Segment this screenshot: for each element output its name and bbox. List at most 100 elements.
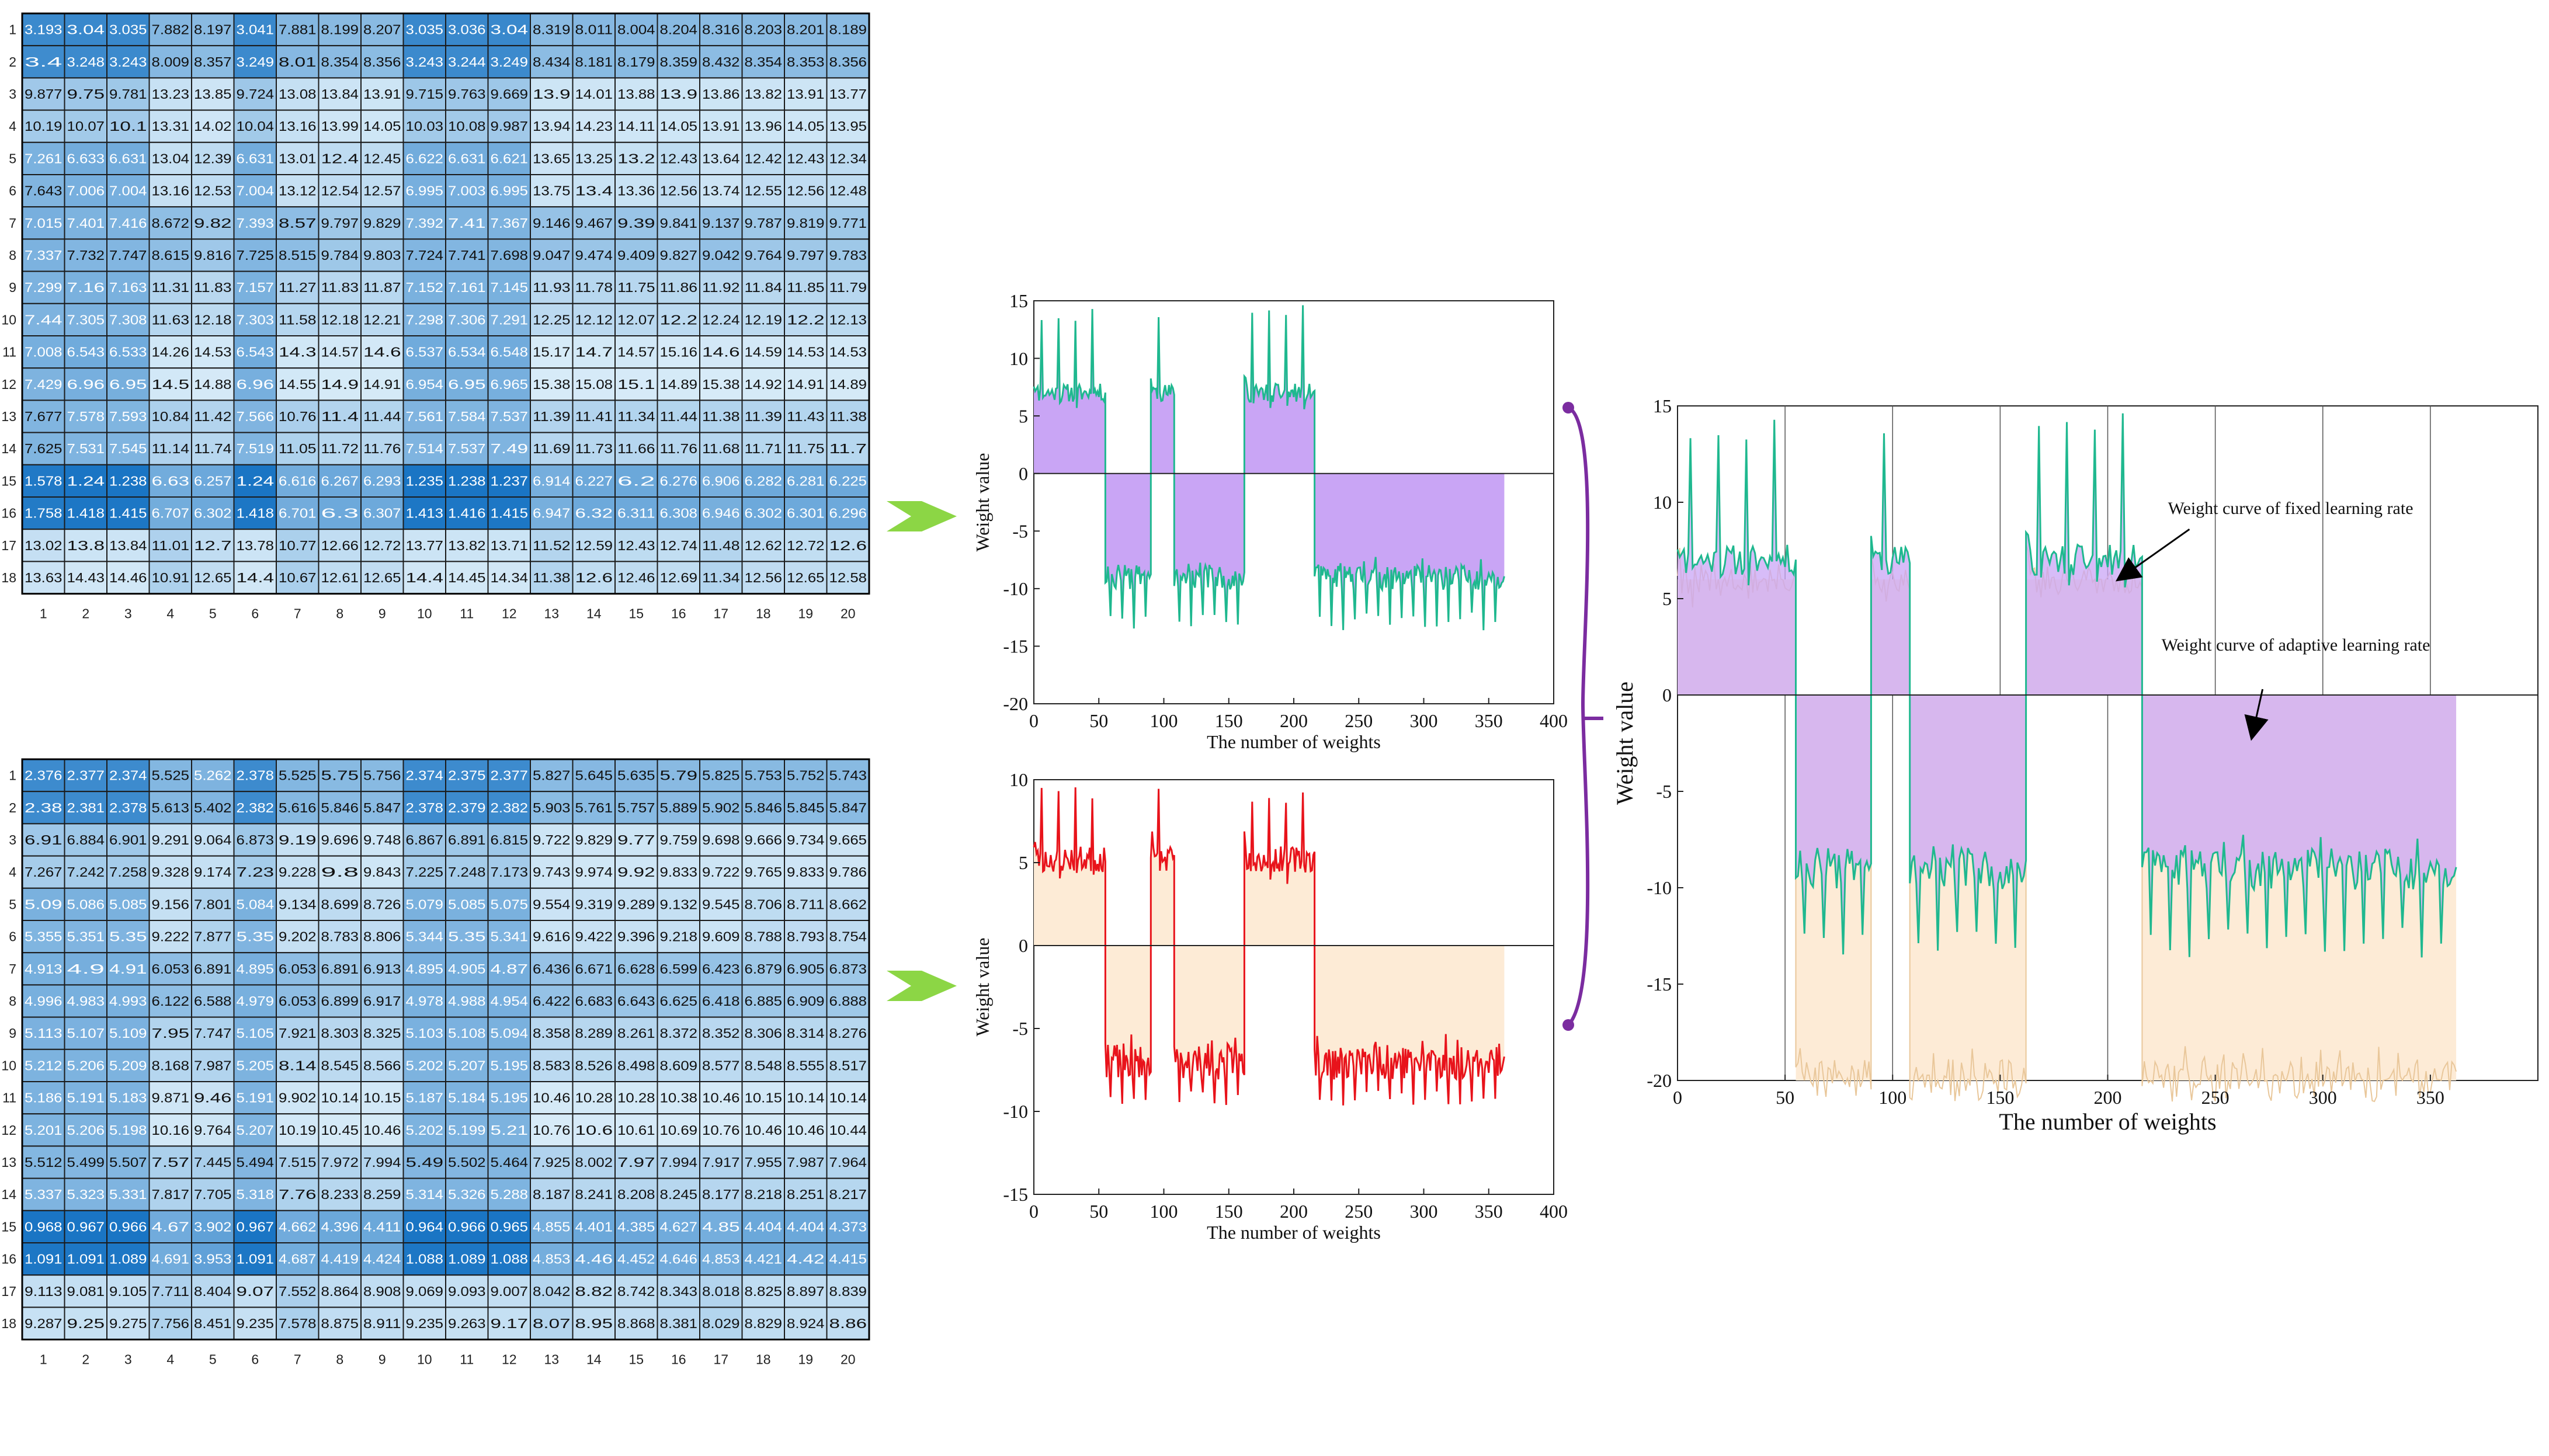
y-tick-label: 0 (1019, 935, 1028, 956)
heatmap-cell (64, 855, 107, 889)
heatmap-cell-value: 6.914 (533, 473, 571, 488)
heatmap-cell-value: 7.003 (448, 183, 486, 199)
heatmap-cell (741, 399, 785, 433)
heatmap-cell-value: 13.96 (745, 119, 783, 134)
heatmap-cell-value: 5.743 (829, 768, 867, 783)
heatmap-cell-value: 11.86 (660, 280, 698, 295)
heatmap-cell-value: 10.45 (321, 1123, 359, 1138)
heatmap-col-label: 13 (544, 606, 559, 621)
heatmap-col-label: 16 (671, 606, 686, 621)
heatmap-cell-value: 0.967 (67, 1219, 105, 1234)
heatmap-cell-value: 8.203 (745, 22, 783, 37)
heatmap-cell-value: 12.19 (745, 312, 783, 327)
heatmap-cell (741, 496, 785, 530)
heatmap-cell-value: 11.92 (702, 280, 740, 295)
y-tick-label: 15 (1653, 395, 1672, 416)
heatmap-cell-value: 12.74 (660, 538, 698, 553)
heatmap-cell-value: 8.545 (321, 1058, 359, 1073)
heatmap-col-label: 7 (294, 606, 301, 621)
weight-matrix-adaptive-rate: 2.376 2.377 2.374 5.525 5.262 2.378 5.525 5.75 5… (1, 758, 870, 1367)
heatmap-cell-value: 9.669 (491, 86, 529, 102)
heatmap-cell-value: 6.543 (67, 345, 105, 360)
heatmap-cell-value: 1.413 (406, 506, 444, 521)
heatmap-cell (64, 823, 107, 857)
heatmap-row-label: 10 (1, 1058, 16, 1073)
heatmap-cell (276, 399, 320, 433)
heatmap-cell-value: 4.404 (745, 1219, 783, 1234)
heatmap-cell-value: 8.839 (829, 1284, 867, 1299)
heatmap-cell-value: 12.34 (829, 151, 867, 166)
heatmap-cell (741, 109, 785, 143)
heatmap-cell-value: 9.827 (660, 248, 698, 263)
heatmap-cell-value: 9.396 (617, 929, 655, 944)
heatmap-cell-value: 5.903 (533, 800, 571, 815)
heatmap-cell (741, 270, 785, 304)
heatmap-cell-value: 10.28 (575, 1090, 613, 1106)
heatmap-cell-value: 6.616 (279, 473, 317, 488)
heatmap-cell-value: 5.195 (491, 1058, 529, 1073)
heatmap-cell-value: 11.41 (575, 409, 613, 424)
heatmap-cell (276, 561, 320, 595)
heatmap-cell-value: 12.25 (533, 312, 571, 327)
heatmap-cell-value: 7.145 (491, 280, 529, 295)
heatmap-cell-value: 8.754 (829, 929, 867, 944)
heatmap-cell-value: 8.018 (702, 1284, 740, 1299)
heatmap-col-label: 3 (124, 606, 132, 621)
heatmap-row-label: 14 (1, 441, 16, 456)
heatmap-cell-value: 7.004 (109, 183, 147, 199)
heatmap-cell (402, 920, 446, 954)
heatmap-cell-value: 7.584 (448, 409, 486, 424)
heatmap-cell-value: 5.889 (660, 800, 698, 815)
area-fill (1796, 695, 1871, 955)
heatmap-cell-value: 5.103 (406, 1026, 444, 1041)
heatmap-cell (148, 1274, 192, 1308)
heatmap-cell-value: 5.199 (448, 1123, 486, 1138)
heatmap-col-label: 11 (460, 1352, 474, 1367)
heatmap-cell (784, 952, 828, 986)
heatmap-cell (487, 174, 531, 208)
heatmap-cell-value: 4.87 (491, 961, 529, 977)
heatmap-cell (148, 464, 192, 498)
heatmap-cell (318, 238, 362, 272)
heatmap-cell (657, 464, 700, 498)
heatmap-cell-value: 7.416 (109, 216, 147, 231)
heatmap-cell (445, 1306, 489, 1340)
heatmap-cell (699, 920, 743, 954)
merge-bracket (1562, 402, 1603, 1031)
heatmap-cell-value: 5.847 (363, 800, 401, 815)
annotation-fixed-rate: Weight curve of fixed learning rate (2168, 499, 2413, 518)
heatmap-cell-value: 13.77 (829, 86, 867, 102)
heatmap-cell-value: 11.84 (745, 280, 783, 295)
x-axis-label: The number of weights (1207, 731, 1381, 752)
heatmap-cell-value: 7.157 (237, 280, 275, 295)
heatmap-cell-value: 7.566 (237, 409, 275, 424)
heatmap-cell (741, 984, 785, 1018)
heatmap-cell-value: 14.34 (491, 570, 529, 585)
heatmap-cell-value: 3.04 (67, 22, 105, 37)
heatmap-cell (826, 464, 870, 498)
heatmap-cell (530, 855, 574, 889)
heatmap-cell-value: 9.665 (829, 832, 867, 847)
heatmap-cell-value: 1.088 (491, 1252, 529, 1267)
heatmap-cell (826, 759, 870, 793)
heatmap-cell (106, 45, 150, 79)
heatmap-cell-value: 8.699 (321, 896, 359, 912)
heatmap-cell-value: 12.48 (829, 183, 867, 199)
heatmap-cell-value: 7.711 (152, 1284, 190, 1299)
heatmap-cell-value: 1.091 (237, 1252, 275, 1267)
heatmap-cell (657, 13, 700, 47)
heatmap-col-label: 1 (40, 1352, 47, 1367)
heatmap-cell (741, 335, 785, 369)
heatmap-cell-value: 7.514 (406, 441, 444, 456)
heatmap-cell (402, 238, 446, 272)
heatmap-cell-value: 6.884 (67, 832, 105, 847)
heatmap-cell (487, 335, 531, 369)
heatmap-cell-value: 4.67 (152, 1219, 190, 1234)
heatmap-cell-value: 13.63 (25, 570, 62, 585)
heatmap-cell-value: 8.726 (363, 896, 401, 912)
heatmap-cell-value: 14.91 (363, 377, 401, 392)
heatmap-cell-value: 8.357 (194, 54, 232, 70)
heatmap-cell (784, 1048, 828, 1083)
heatmap-cell-value: 9.064 (194, 832, 232, 847)
heatmap-cell-value: 9.786 (829, 864, 867, 880)
